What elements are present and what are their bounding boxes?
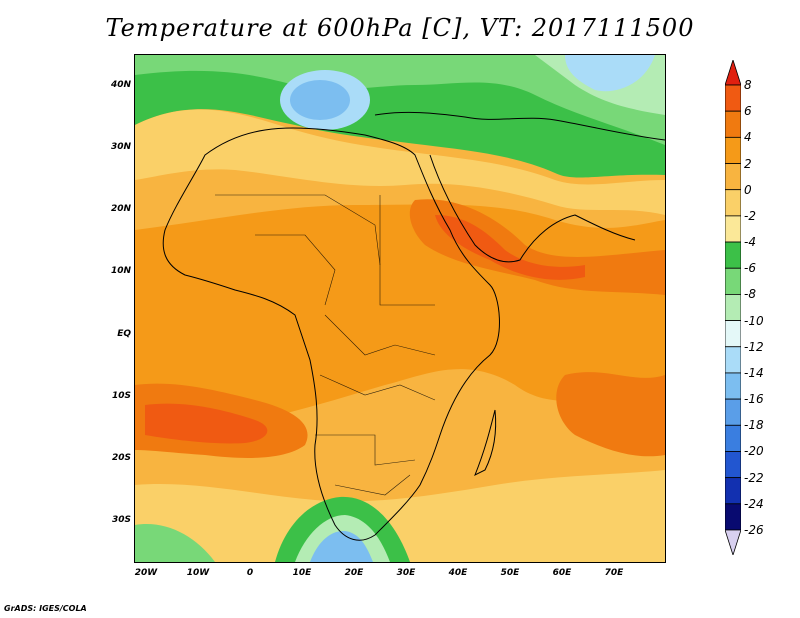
- colorbar-top-arrow: [725, 60, 741, 86]
- colorbar-label: 8: [744, 78, 752, 92]
- colorbar-label: -24: [744, 496, 764, 511]
- x-tick-0: 0: [246, 568, 254, 578]
- colorbar: [725, 60, 741, 555]
- colorbar-box: [725, 320, 741, 348]
- y-tick-eq: EQ: [117, 329, 131, 339]
- map-canvas: [135, 55, 665, 562]
- map-title: Temperature at 600hPa [C], VT: 201711150…: [105, 14, 695, 42]
- colorbar-label: -16: [744, 392, 764, 407]
- x-tick-10w: 10W: [186, 568, 210, 578]
- colorbar-box: [725, 451, 741, 479]
- colorbar-bottom-arrow: [725, 529, 741, 555]
- colorbar-box: [725, 346, 741, 374]
- y-tick-20n: 20N: [110, 204, 131, 214]
- colorbar-box: [725, 294, 741, 321]
- x-tick-40e: 40E: [448, 568, 468, 578]
- x-tick-70e: 70E: [604, 568, 624, 578]
- colorbar-box: [725, 136, 741, 164]
- colorbar-label: -26: [744, 523, 764, 537]
- colorbar-box: [725, 398, 741, 426]
- x-tick-20e: 20E: [344, 568, 364, 578]
- colorbar-label: -22: [744, 470, 764, 485]
- colorbar-label: 2: [744, 156, 752, 171]
- colorbar-label: -12: [744, 339, 764, 354]
- x-tick-60e: 60E: [552, 568, 572, 578]
- colorbar-box: [725, 372, 741, 400]
- x-tick-10e: 10E: [292, 568, 312, 578]
- x-tick-20w: 20W: [134, 568, 158, 578]
- colorbar-box: [725, 84, 741, 112]
- colorbar-box: [725, 163, 741, 191]
- x-tick-30e: 30E: [396, 568, 416, 578]
- colorbar-label: -4: [744, 235, 756, 250]
- colorbar-label: 6: [744, 104, 752, 119]
- colorbar-label: -18: [744, 418, 764, 433]
- grads-credit: GrADS: IGES/COLA: [4, 604, 87, 613]
- colorbar-box: [725, 189, 741, 217]
- y-tick-30n: 30N: [110, 142, 131, 152]
- colorbar-box: [725, 110, 741, 138]
- colorbar-label: -20: [744, 444, 764, 459]
- y-tick-10s: 10S: [111, 391, 131, 401]
- colorbar-label: -8: [744, 287, 756, 302]
- temperature-map: [134, 54, 666, 563]
- colorbar-box: [725, 424, 741, 452]
- colorbar-box: [725, 267, 741, 295]
- x-tick-50e: 50E: [500, 568, 520, 578]
- colorbar-label: -2: [744, 208, 756, 223]
- colorbar-label: -6: [744, 261, 756, 276]
- colorbar-label: -14: [744, 365, 764, 380]
- colorbar-box: [725, 477, 741, 505]
- colorbar-box: [725, 503, 741, 531]
- y-tick-40n: 40N: [110, 80, 131, 90]
- y-tick-10n: 10N: [110, 266, 131, 276]
- colorbar-label: 0: [744, 182, 752, 197]
- y-tick-30s: 30S: [111, 515, 131, 525]
- colorbar-box: [725, 241, 741, 269]
- colorbar-label: -10: [744, 313, 764, 328]
- colorbar-box: [725, 215, 741, 243]
- colorbar-label: 4: [744, 130, 752, 145]
- y-tick-20s: 20S: [111, 453, 131, 463]
